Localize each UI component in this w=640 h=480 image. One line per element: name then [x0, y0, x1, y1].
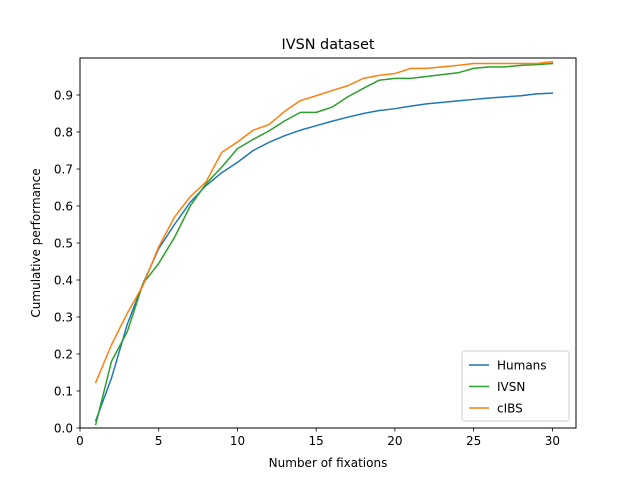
x-tick-label: 30 — [545, 434, 560, 448]
legend: Humans IVSN cIBS — [461, 350, 570, 422]
y-tick-label: 0.7 — [54, 162, 73, 176]
y-tick-label: 0.5 — [54, 236, 73, 250]
legend-label-cibs: cIBS — [497, 401, 523, 415]
y-tick-label: 0.3 — [54, 310, 73, 324]
legend-box — [461, 350, 570, 422]
x-tick-label: 20 — [387, 434, 402, 448]
y-tick-label: 0.2 — [54, 347, 73, 361]
x-tick-label: 10 — [230, 434, 245, 448]
y-tick-label: 0.9 — [54, 88, 73, 102]
y-tick-label: 0.6 — [54, 199, 73, 213]
legend-label-ivsn: IVSN — [497, 380, 525, 394]
plot-lines — [94, 60, 554, 426]
x-axis-label: Number of fixations — [269, 456, 388, 470]
x-axis: 0 5 10 15 20 25 30 — [76, 428, 560, 448]
series-line-ivsn — [94, 62, 554, 426]
y-tick-label: 0.0 — [54, 421, 73, 435]
legend-label-humans: Humans — [497, 358, 547, 372]
series-line-cibs — [94, 60, 554, 384]
x-tick-label: 15 — [309, 434, 324, 448]
series-line-humans — [94, 92, 554, 422]
y-tick-label: 0.8 — [54, 125, 73, 139]
x-tick-label: 0 — [76, 434, 84, 448]
y-tick-label: 0.1 — [54, 384, 73, 398]
x-tick-label: 25 — [466, 434, 481, 448]
y-tick-label: 0.4 — [54, 273, 73, 287]
y-axis: 0.0 0.1 0.2 0.3 0.4 0.5 0.6 0.7 0.8 0.9 — [54, 88, 80, 435]
y-axis-label: Cumulative performance — [29, 168, 43, 317]
x-tick-label: 5 — [155, 434, 163, 448]
chart-title: IVSN dataset — [282, 37, 375, 53]
